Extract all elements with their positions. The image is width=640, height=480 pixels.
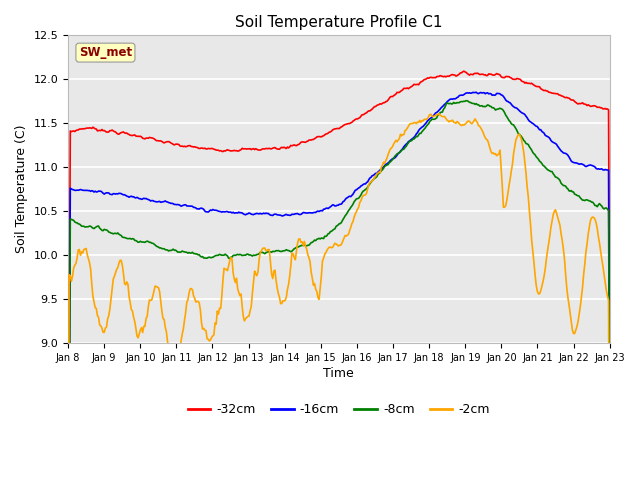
Title: Soil Temperature Profile C1: Soil Temperature Profile C1 — [235, 15, 443, 30]
Text: SW_met: SW_met — [79, 46, 132, 59]
X-axis label: Time: Time — [323, 367, 354, 380]
Y-axis label: Soil Temperature (C): Soil Temperature (C) — [15, 125, 28, 253]
Legend: -32cm, -16cm, -8cm, -2cm: -32cm, -16cm, -8cm, -2cm — [183, 398, 495, 421]
